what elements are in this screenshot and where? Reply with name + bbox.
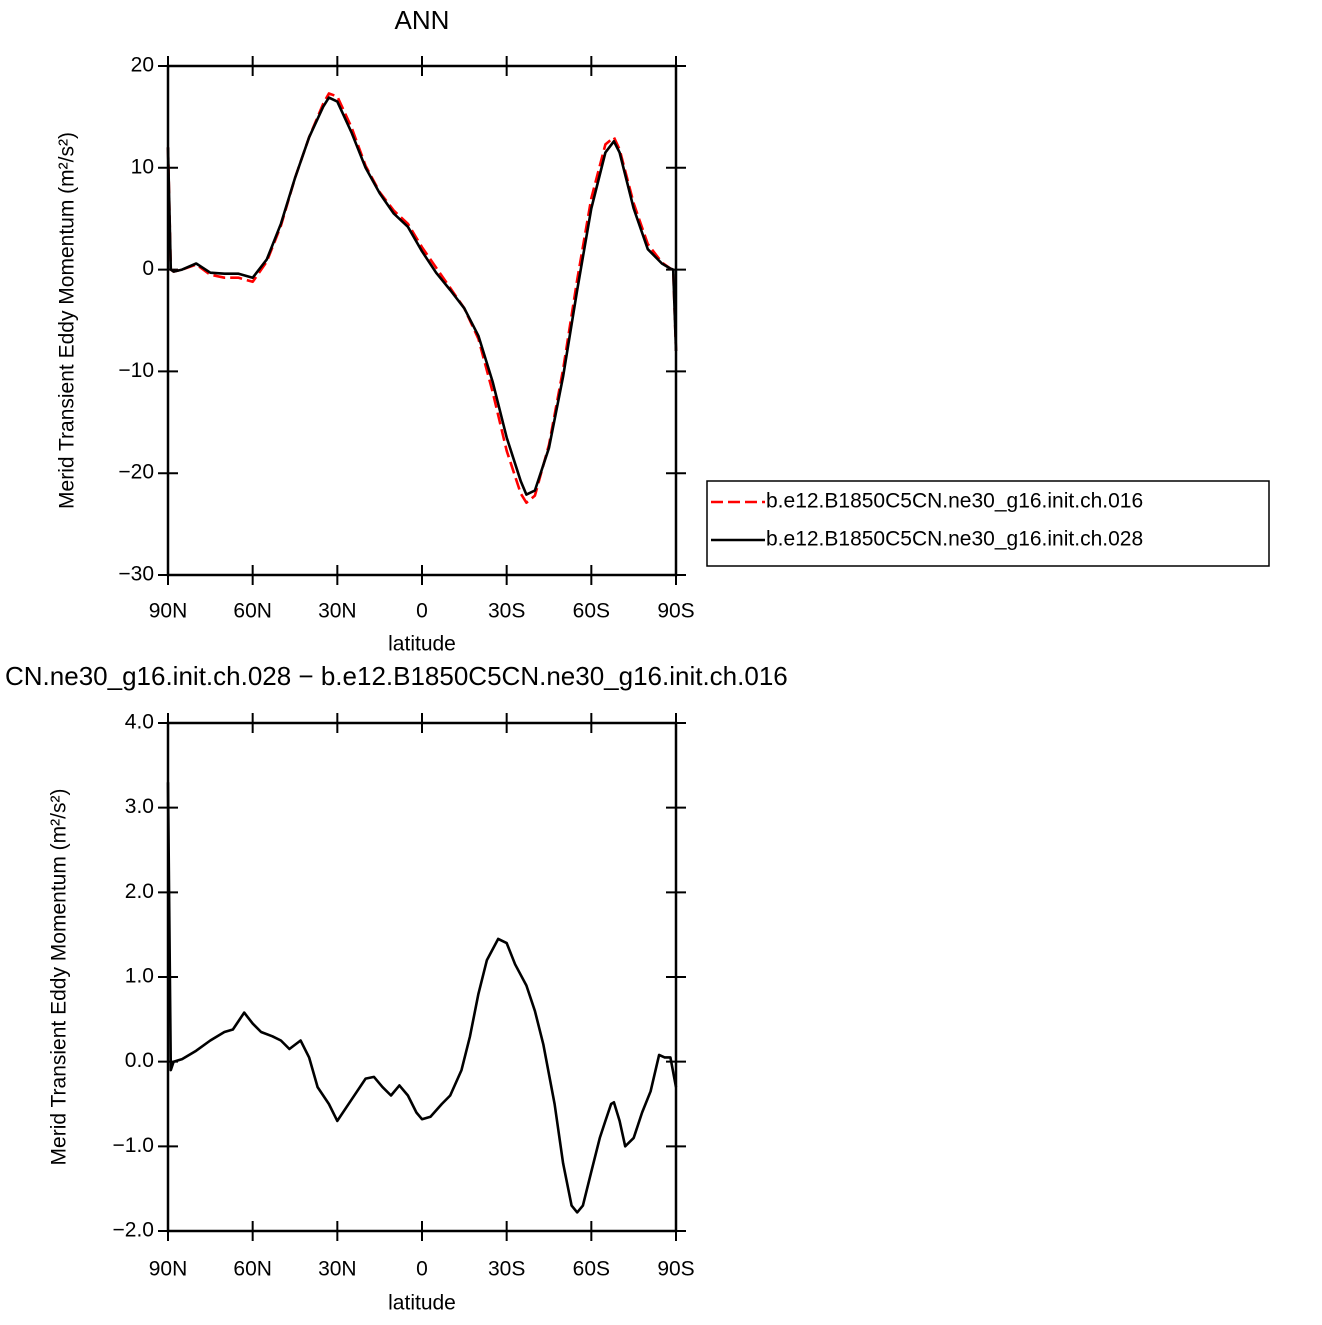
y-tick-label: 2.0 <box>125 880 154 903</box>
series-line <box>166 96 678 496</box>
x-axis-label: latitude <box>388 1292 456 1315</box>
plot-frame <box>166 64 678 577</box>
x-axis-label: latitude <box>388 633 456 656</box>
y-tick-label: −20 <box>118 461 154 484</box>
x-tick-label: 30N <box>318 1258 357 1281</box>
plot-frame <box>166 721 678 1233</box>
y-tick-label: −1.0 <box>113 1134 154 1157</box>
y-tick-label: 1.0 <box>125 965 154 988</box>
x-tick-label: 90N <box>149 600 188 623</box>
x-tick-label: 90S <box>657 600 694 623</box>
y-tick-label: 4.0 <box>125 711 154 734</box>
y-axis-label: Merid Transient Eddy Momentum (m²/s²) <box>48 789 71 1166</box>
x-tick-label: 30S <box>488 1258 525 1281</box>
y-axis-label: Merid Transient Eddy Momentum (m²/s²) <box>56 132 79 509</box>
series-line <box>166 782 678 1214</box>
y-tick-label: −2.0 <box>113 1219 154 1242</box>
x-tick-label: 30N <box>318 600 357 623</box>
series-line <box>166 92 678 504</box>
y-tick-label: 10 <box>131 155 154 178</box>
x-tick-label: 0 <box>416 1258 428 1281</box>
legend-label: b.e12.B1850C5CN.ne30_g16.init.ch.016 <box>766 490 1143 513</box>
x-tick-label: 60S <box>573 600 610 623</box>
chart-title: ANN <box>395 5 450 35</box>
legend-label: b.e12.B1850C5CN.ne30_g16.init.ch.028 <box>766 528 1143 551</box>
x-tick-label: 90S <box>657 1258 694 1281</box>
x-tick-label: 30S <box>488 600 525 623</box>
y-tick-label: 0.0 <box>125 1049 154 1072</box>
x-tick-label: 60N <box>233 600 272 623</box>
y-tick-label: 0 <box>142 257 154 280</box>
x-tick-label: 60S <box>573 1258 610 1281</box>
y-tick-label: −10 <box>118 359 154 382</box>
chart-title: CN.ne30_g16.init.ch.028 − b.e12.B1850C5C… <box>5 661 788 691</box>
x-tick-label: 60N <box>233 1258 272 1281</box>
legend-box <box>706 480 1270 567</box>
y-tick-label: 20 <box>131 54 154 77</box>
y-tick-label: 3.0 <box>125 795 154 818</box>
y-tick-label: −30 <box>118 563 154 586</box>
x-tick-label: 0 <box>416 600 428 623</box>
x-tick-label: 90N <box>149 1258 188 1281</box>
